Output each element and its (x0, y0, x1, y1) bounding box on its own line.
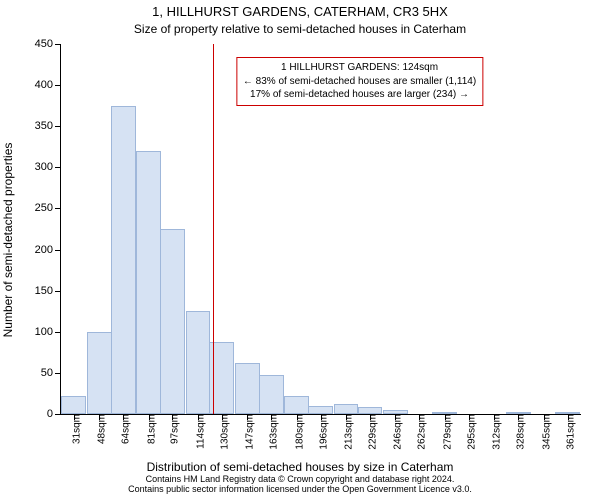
x-tick-label: 130sqm (213, 414, 230, 450)
histogram-bar (284, 396, 309, 414)
chart-title: 1, HILLHURST GARDENS, CATERHAM, CR3 5HX (0, 4, 600, 19)
histogram-bar (160, 229, 185, 414)
histogram-bar (136, 151, 161, 414)
footnote-line1: Contains HM Land Registry data © Crown c… (146, 474, 455, 484)
x-tick-label: 48sqm (91, 414, 108, 444)
x-tick-label: 345sqm (535, 414, 552, 450)
y-tick-label: 400 (35, 79, 61, 91)
x-tick-label: 114sqm (189, 414, 206, 449)
histogram-bar (334, 404, 359, 414)
annotation-box: 1 HILLHURST GARDENS: 124sqm← 83% of semi… (236, 57, 483, 106)
y-tick-label: 300 (35, 161, 61, 173)
footnote-line2: Contains public sector information licen… (128, 484, 472, 494)
y-tick-label: 100 (35, 326, 61, 338)
x-tick-label: 196sqm (312, 414, 329, 450)
y-tick-label: 50 (41, 367, 61, 379)
x-tick-label: 64sqm (115, 414, 132, 444)
y-tick-label: 200 (35, 244, 61, 256)
x-axis-label: Distribution of semi-detached houses by … (0, 460, 600, 474)
x-tick-label: 81sqm (140, 414, 157, 444)
x-tick-label: 163sqm (263, 414, 280, 450)
x-tick-label: 213sqm (338, 414, 355, 450)
x-tick-label: 295sqm (460, 414, 477, 450)
x-tick-label: 97sqm (164, 414, 181, 444)
chart-footnote: Contains HM Land Registry data © Crown c… (0, 474, 600, 494)
x-tick-label: 31sqm (65, 414, 82, 444)
y-tick-label: 250 (35, 202, 61, 214)
plot-area: 05010015020025030035040045031sqm48sqm64s… (60, 44, 581, 415)
annotation-line1: 1 HILLHURST GARDENS: 124sqm (243, 61, 476, 75)
x-tick-label: 328sqm (510, 414, 527, 450)
histogram-bar (259, 375, 284, 414)
reference-line (213, 44, 214, 414)
annotation-line2: ← 83% of semi-detached houses are smalle… (243, 75, 476, 89)
x-tick-label: 361sqm (559, 414, 576, 450)
x-tick-label: 312sqm (486, 414, 503, 450)
y-tick-label: 450 (35, 38, 61, 50)
y-tick-label: 0 (47, 408, 61, 420)
histogram-bar (61, 396, 86, 414)
y-tick-label: 350 (35, 120, 61, 132)
x-tick-label: 229sqm (362, 414, 379, 450)
y-tick-label: 150 (35, 285, 61, 297)
y-axis-label: Number of semi-detached properties (1, 143, 15, 338)
histogram-bar (235, 363, 260, 414)
x-tick-label: 147sqm (239, 414, 256, 450)
x-tick-label: 262sqm (411, 414, 428, 450)
annotation-line3: 17% of semi-detached houses are larger (… (243, 88, 476, 102)
histogram-bar (111, 106, 136, 414)
x-tick-label: 180sqm (288, 414, 305, 450)
x-tick-label: 246sqm (387, 414, 404, 450)
histogram-bar (186, 311, 211, 414)
histogram-bar (87, 332, 112, 414)
x-tick-label: 279sqm (436, 414, 453, 450)
histogram-chart: 1, HILLHURST GARDENS, CATERHAM, CR3 5HX … (0, 0, 600, 500)
histogram-bar (308, 406, 333, 414)
chart-subtitle: Size of property relative to semi-detach… (0, 22, 600, 36)
